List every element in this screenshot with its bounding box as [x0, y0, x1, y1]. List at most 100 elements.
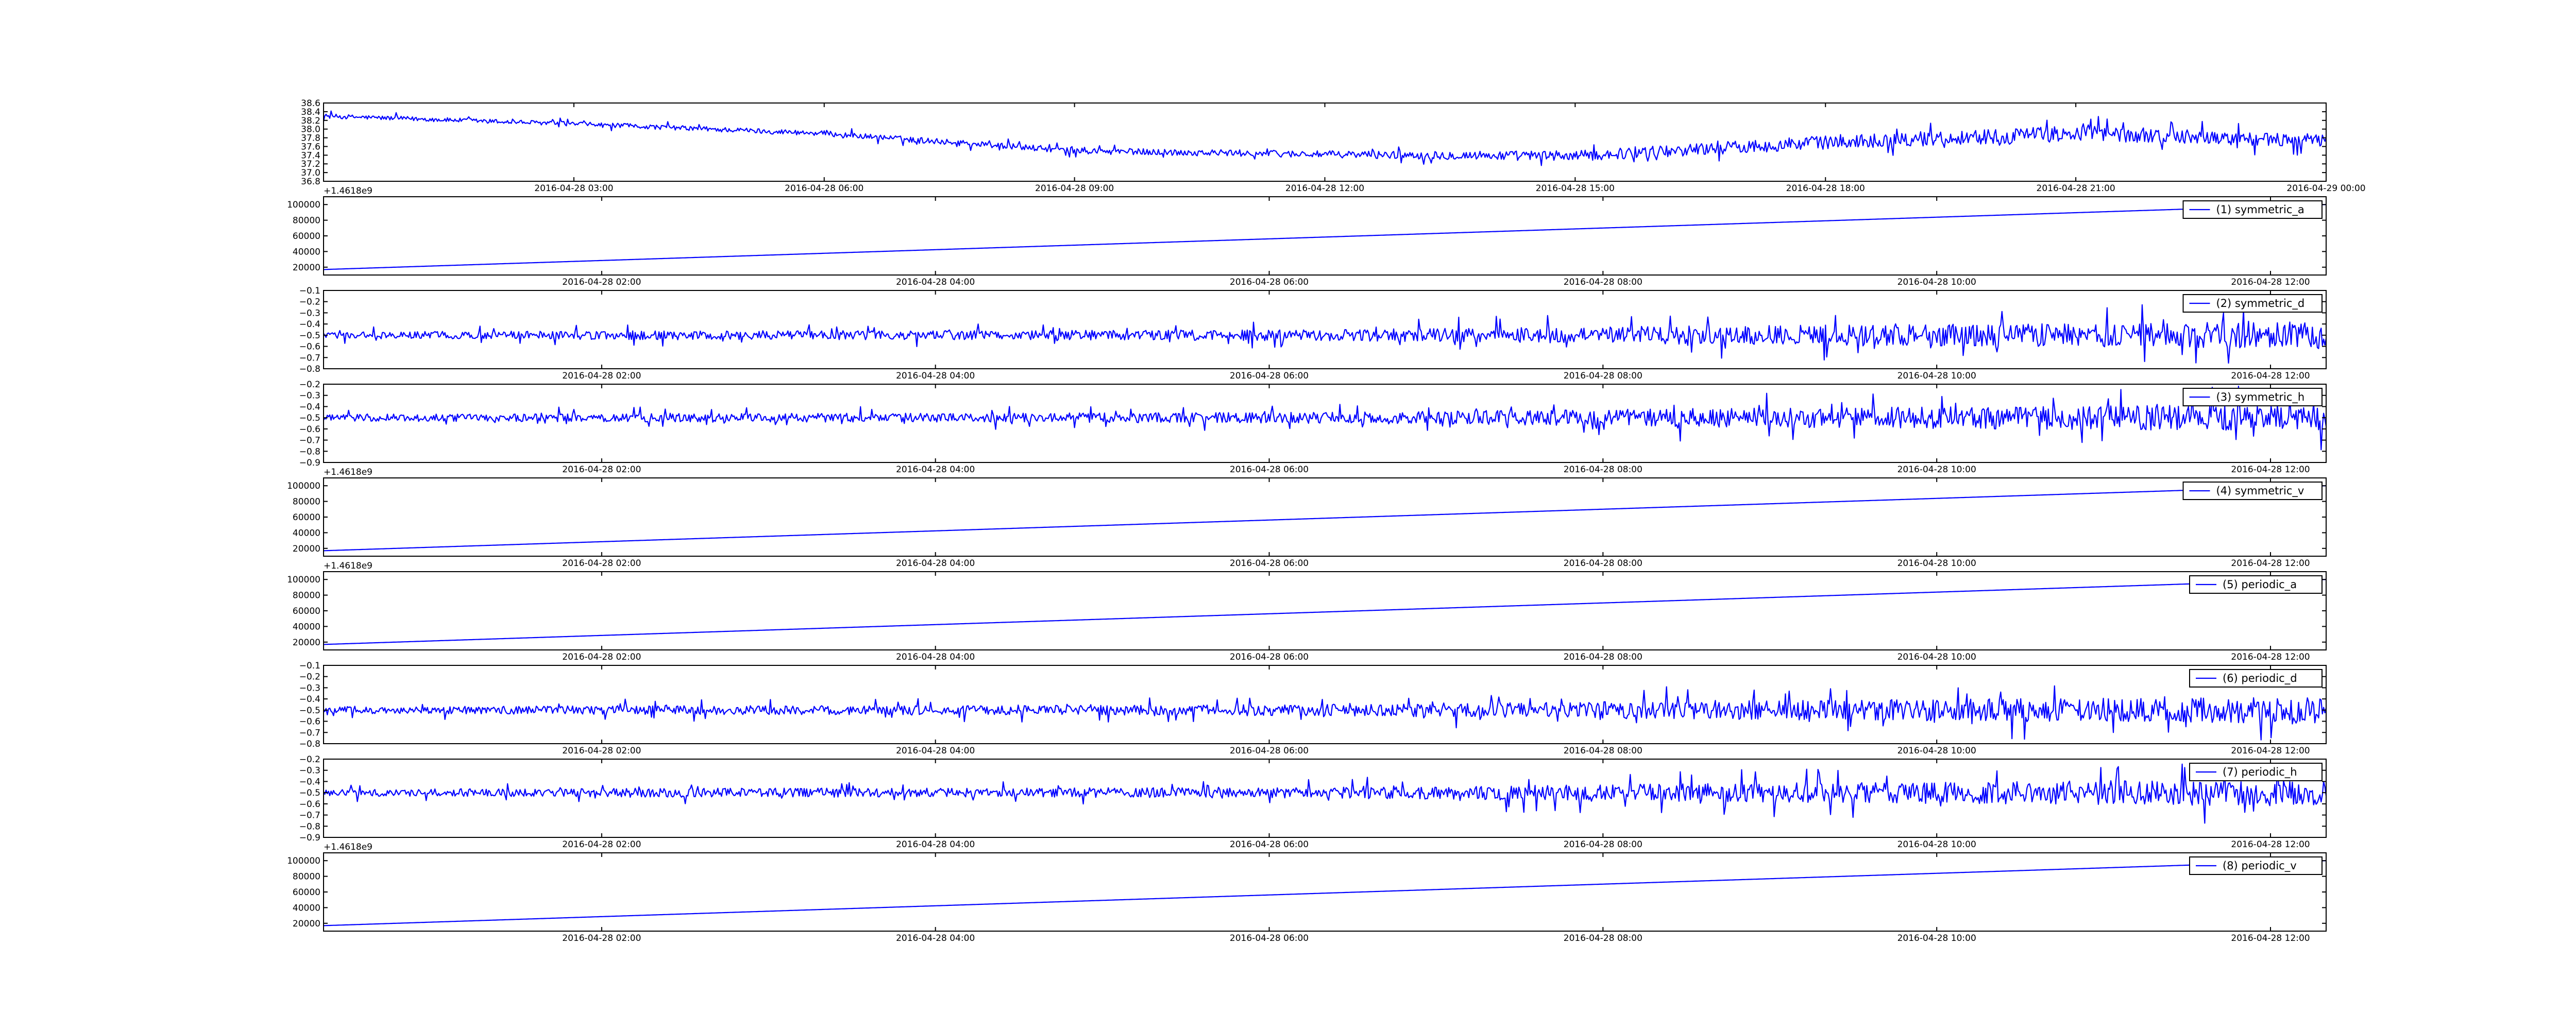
x-tick-label: 2016-04-28 04:00 — [896, 558, 975, 569]
subplot-1: 38.638.438.238.037.837.637.437.237.036.8… — [301, 98, 2365, 196]
axis-offset-label: +1.4618e9 — [324, 842, 372, 852]
legend-label: (6) periodic_d — [2223, 672, 2297, 685]
x-tick-label: 2016-04-28 06:00 — [1230, 465, 1309, 475]
y-tick-label: −0.7 — [299, 436, 320, 446]
x-tick-label: 2016-04-28 06:00 — [1230, 839, 1309, 850]
legend-label: (4) symmetric_v — [2216, 485, 2304, 497]
x-tick-label: 2016-04-28 06:00 — [1230, 652, 1309, 662]
series-line — [323, 579, 2327, 645]
x-tick-label: 2016-04-29 00:00 — [2286, 183, 2365, 194]
x-tick-label: 2016-04-28 12:00 — [2231, 933, 2310, 943]
y-tick-label: −0.6 — [299, 342, 320, 352]
y-tick-label: −0.6 — [299, 717, 320, 727]
x-tick-label: 2016-04-28 10:00 — [1897, 558, 1976, 569]
x-tick-label: 2016-04-28 10:00 — [1897, 746, 1976, 756]
y-tick-label: −0.6 — [299, 799, 320, 810]
series-line — [323, 485, 2327, 552]
y-tick-label: −0.4 — [299, 402, 320, 412]
y-tick-label: 37.0 — [301, 168, 320, 178]
x-tick-label: 2016-04-28 02:00 — [562, 839, 641, 850]
axis-offset-label: +1.4618e9 — [324, 467, 372, 477]
plot-frame — [323, 571, 2327, 650]
series-line — [323, 204, 2327, 270]
x-tick-label: 2016-04-28 08:00 — [1564, 839, 1642, 850]
y-tick-label: −0.9 — [299, 833, 320, 843]
y-tick-label: 40000 — [293, 622, 320, 632]
x-tick-label: 2016-04-28 08:00 — [1564, 465, 1642, 475]
plot-frame — [323, 665, 2327, 744]
x-tick-label: 2016-04-28 10:00 — [1897, 652, 1976, 662]
x-tick-label: 2016-04-28 10:00 — [1897, 465, 1976, 475]
x-tick-label: 2016-04-28 06:00 — [1230, 933, 1309, 943]
y-tick-label: 37.2 — [301, 159, 320, 169]
y-tick-label: 80000 — [293, 497, 320, 507]
x-tick-label: 2016-04-28 06:00 — [1230, 371, 1309, 381]
y-tick-label: 38.6 — [301, 98, 320, 109]
y-tick-label: 20000 — [293, 919, 320, 929]
y-tick-label: −0.4 — [299, 694, 320, 705]
y-tick-label: 80000 — [293, 872, 320, 882]
x-tick-label: 2016-04-28 08:00 — [1564, 933, 1642, 943]
y-tick-label: 60000 — [293, 606, 320, 616]
y-tick-label: −0.6 — [299, 424, 320, 435]
x-tick-label: 2016-04-28 02:00 — [562, 371, 641, 381]
x-tick-label: 2016-04-28 15:00 — [1536, 183, 1615, 194]
x-tick-label: 2016-04-28 04:00 — [896, 465, 975, 475]
series-line — [323, 110, 2327, 166]
plot-frame — [323, 290, 2327, 369]
series-line — [323, 763, 2327, 824]
x-tick-label: 2016-04-28 12:00 — [2231, 652, 2310, 662]
y-tick-label: 20000 — [293, 638, 320, 648]
y-tick-label: −0.5 — [299, 413, 320, 423]
x-tick-label: 2016-04-28 04:00 — [896, 277, 975, 287]
x-tick-label: 2016-04-28 06:00 — [1230, 277, 1309, 287]
y-tick-label: −0.5 — [299, 331, 320, 341]
x-tick-label: 2016-04-28 08:00 — [1564, 746, 1642, 756]
x-tick-label: 2016-04-28 08:00 — [1564, 558, 1642, 569]
y-tick-label: −0.8 — [299, 447, 320, 457]
x-tick-label: 2016-04-28 09:00 — [1035, 183, 1114, 194]
subplot-7: −0.1−0.2−0.3−0.4−0.5−0.6−0.7−0.8 2016-04-… — [299, 661, 2327, 756]
x-tick-label: 2016-04-28 12:00 — [2231, 839, 2310, 850]
y-tick-label: 40000 — [293, 247, 320, 257]
series-line — [323, 304, 2327, 364]
plot-frame — [323, 196, 2327, 276]
y-tick-label: −0.4 — [299, 319, 320, 330]
x-tick-label: 2016-04-28 10:00 — [1897, 933, 1976, 943]
y-tick-label: 100000 — [287, 481, 320, 491]
x-tick-label: 2016-04-28 06:00 — [1230, 746, 1309, 756]
x-tick-label: 2016-04-28 12:00 — [2231, 371, 2310, 381]
y-tick-label: 100000 — [287, 575, 320, 585]
y-tick-label: −0.8 — [299, 739, 320, 749]
x-tick-label: 2016-04-28 02:00 — [562, 933, 641, 943]
x-tick-label: 2016-04-28 06:00 — [785, 183, 863, 194]
y-tick-label: 100000 — [287, 200, 320, 210]
x-tick-label: 2016-04-28 04:00 — [896, 839, 975, 850]
y-tick-label: −0.8 — [299, 364, 320, 374]
x-tick-label: 2016-04-28 08:00 — [1564, 652, 1642, 662]
y-tick-label: −0.3 — [299, 766, 320, 776]
y-tick-label: 37.4 — [301, 150, 320, 161]
y-tick-label: 80000 — [293, 216, 320, 226]
plot-frame — [323, 102, 2327, 182]
y-tick-label: −0.5 — [299, 788, 320, 798]
x-tick-label: 2016-04-28 18:00 — [1786, 183, 1865, 194]
y-tick-label: 38.4 — [301, 107, 320, 117]
x-tick-label: 2016-04-28 12:00 — [1285, 183, 1364, 194]
x-tick-label: 2016-04-28 02:00 — [562, 465, 641, 475]
axis-offset-label: +1.4618e9 — [324, 186, 372, 196]
y-tick-label: 40000 — [293, 903, 320, 913]
x-tick-label: 2016-04-28 10:00 — [1897, 371, 1976, 381]
y-tick-label: −0.9 — [299, 458, 320, 468]
x-tick-label: 2016-04-28 04:00 — [896, 746, 975, 756]
x-tick-label: 2016-04-28 04:00 — [896, 652, 975, 662]
y-tick-label: 60000 — [293, 887, 320, 898]
subplot-9: 100000 80000 60000 40000 20000 2016-04-28 02:… — [287, 852, 2327, 943]
x-tick-label: 2016-04-28 21:00 — [2037, 183, 2115, 194]
plot-frame — [323, 477, 2327, 557]
y-tick-label: 20000 — [293, 263, 320, 273]
x-tick-label: 2016-04-28 04:00 — [896, 933, 975, 943]
series-line — [323, 385, 2327, 451]
y-tick-label: 80000 — [293, 591, 320, 601]
x-tick-label: 2016-04-28 10:00 — [1897, 277, 1976, 287]
